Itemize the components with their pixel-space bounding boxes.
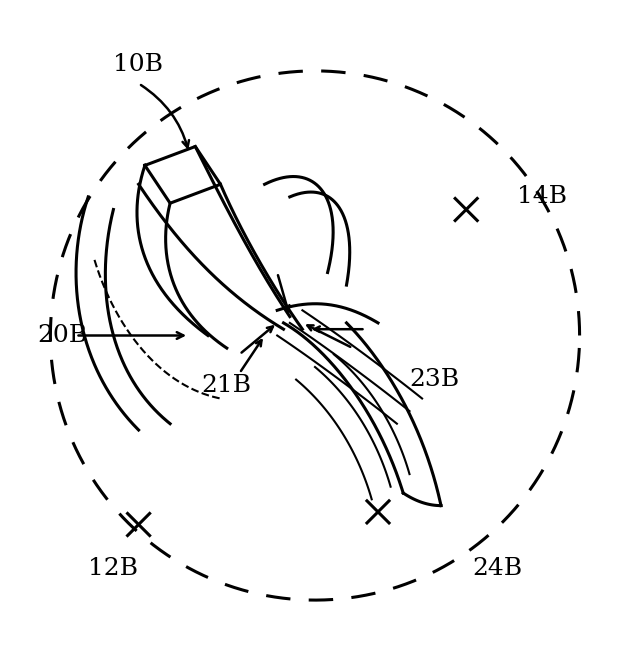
Text: 10B: 10B (113, 53, 163, 76)
Text: 24B: 24B (472, 557, 523, 580)
Text: 12B: 12B (88, 557, 138, 580)
Text: 20B: 20B (38, 324, 88, 347)
Text: 21B: 21B (202, 374, 252, 397)
Text: 23B: 23B (410, 368, 460, 391)
Text: 14B: 14B (517, 185, 566, 209)
